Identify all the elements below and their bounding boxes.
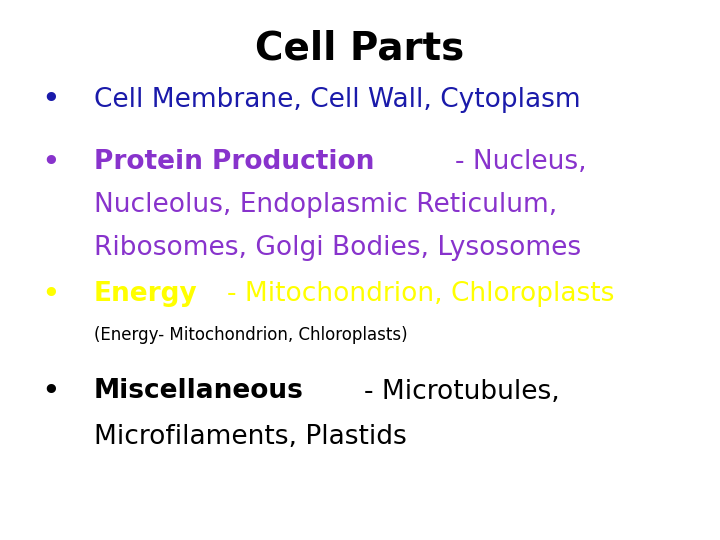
Text: •: • — [41, 146, 60, 178]
Text: •: • — [41, 279, 60, 310]
Text: •: • — [41, 376, 60, 407]
Text: Ribosomes, Golgi Bodies, Lysosomes: Ribosomes, Golgi Bodies, Lysosomes — [94, 235, 581, 261]
Text: Nucleolus, Endoplasmic Reticulum,: Nucleolus, Endoplasmic Reticulum, — [94, 192, 557, 218]
Text: (Energy- Mitochondrion, Chloroplasts): (Energy- Mitochondrion, Chloroplasts) — [94, 326, 408, 344]
Text: Protein Production: Protein Production — [94, 149, 374, 175]
Text: Cell Parts: Cell Parts — [256, 30, 464, 68]
Text: - Nucleus,: - Nucleus, — [455, 149, 587, 175]
Text: Energy: Energy — [94, 281, 197, 307]
Text: •: • — [41, 84, 60, 116]
Text: Cell Membrane, Cell Wall, Cytoplasm: Cell Membrane, Cell Wall, Cytoplasm — [94, 87, 580, 113]
Text: - Mitochondrion, Chloroplasts: - Mitochondrion, Chloroplasts — [228, 281, 615, 307]
Text: Miscellaneous: Miscellaneous — [94, 379, 303, 404]
Text: - Microtubules,: - Microtubules, — [364, 379, 560, 404]
Text: Microfilaments, Plastids: Microfilaments, Plastids — [94, 424, 406, 450]
